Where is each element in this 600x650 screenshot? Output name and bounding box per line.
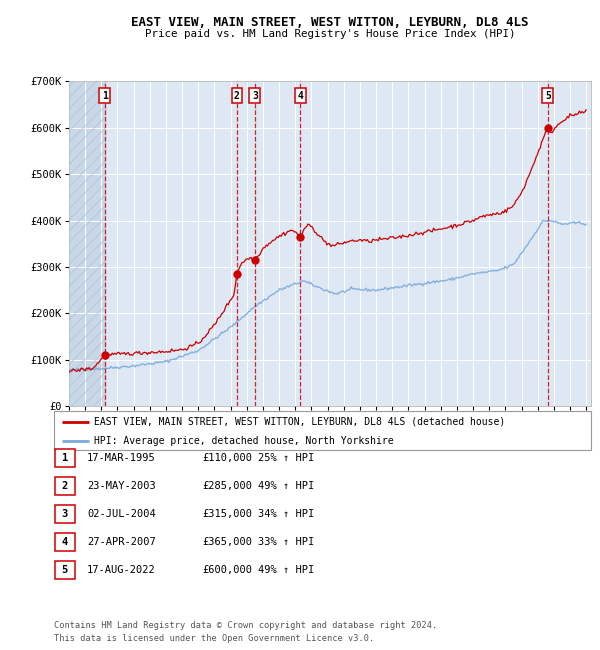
Text: 4: 4 xyxy=(298,91,304,101)
FancyBboxPatch shape xyxy=(55,506,74,523)
Text: 34% ↑ HPI: 34% ↑ HPI xyxy=(258,509,314,519)
Text: 33% ↑ HPI: 33% ↑ HPI xyxy=(258,537,314,547)
Text: 1: 1 xyxy=(62,453,68,463)
Text: 02-JUL-2004: 02-JUL-2004 xyxy=(87,509,156,519)
Text: 3: 3 xyxy=(252,91,258,101)
Text: £365,000: £365,000 xyxy=(202,537,252,547)
Text: HPI: Average price, detached house, North Yorkshire: HPI: Average price, detached house, Nort… xyxy=(94,436,394,446)
Bar xyxy=(69,81,105,406)
FancyBboxPatch shape xyxy=(55,450,74,467)
Text: 17-MAR-1995: 17-MAR-1995 xyxy=(87,453,156,463)
FancyBboxPatch shape xyxy=(55,561,74,579)
Text: Price paid vs. HM Land Registry's House Price Index (HPI): Price paid vs. HM Land Registry's House … xyxy=(145,29,515,39)
FancyBboxPatch shape xyxy=(55,533,74,551)
Text: £110,000: £110,000 xyxy=(202,453,252,463)
Text: This data is licensed under the Open Government Licence v3.0.: This data is licensed under the Open Gov… xyxy=(54,634,374,643)
Text: 1: 1 xyxy=(102,91,107,101)
Text: £600,000: £600,000 xyxy=(202,565,252,575)
Text: 23-MAY-2003: 23-MAY-2003 xyxy=(87,481,156,491)
Text: 49% ↑ HPI: 49% ↑ HPI xyxy=(258,481,314,491)
Text: 3: 3 xyxy=(62,509,68,519)
FancyBboxPatch shape xyxy=(54,411,591,450)
Text: 5: 5 xyxy=(545,91,551,101)
Text: £315,000: £315,000 xyxy=(202,509,252,519)
Text: 27-APR-2007: 27-APR-2007 xyxy=(87,537,156,547)
Text: £285,000: £285,000 xyxy=(202,481,252,491)
Text: 5: 5 xyxy=(62,565,68,575)
Text: 17-AUG-2022: 17-AUG-2022 xyxy=(87,565,156,575)
Text: 25% ↑ HPI: 25% ↑ HPI xyxy=(258,453,314,463)
Text: 4: 4 xyxy=(62,537,68,547)
Text: Contains HM Land Registry data © Crown copyright and database right 2024.: Contains HM Land Registry data © Crown c… xyxy=(54,621,437,630)
Text: 2: 2 xyxy=(62,481,68,491)
Text: 2: 2 xyxy=(234,91,240,101)
Text: 49% ↑ HPI: 49% ↑ HPI xyxy=(258,565,314,575)
Bar xyxy=(69,81,105,406)
FancyBboxPatch shape xyxy=(55,477,74,495)
Text: EAST VIEW, MAIN STREET, WEST WITTON, LEYBURN, DL8 4LS: EAST VIEW, MAIN STREET, WEST WITTON, LEY… xyxy=(131,16,529,29)
Text: EAST VIEW, MAIN STREET, WEST WITTON, LEYBURN, DL8 4LS (detached house): EAST VIEW, MAIN STREET, WEST WITTON, LEY… xyxy=(94,417,506,426)
